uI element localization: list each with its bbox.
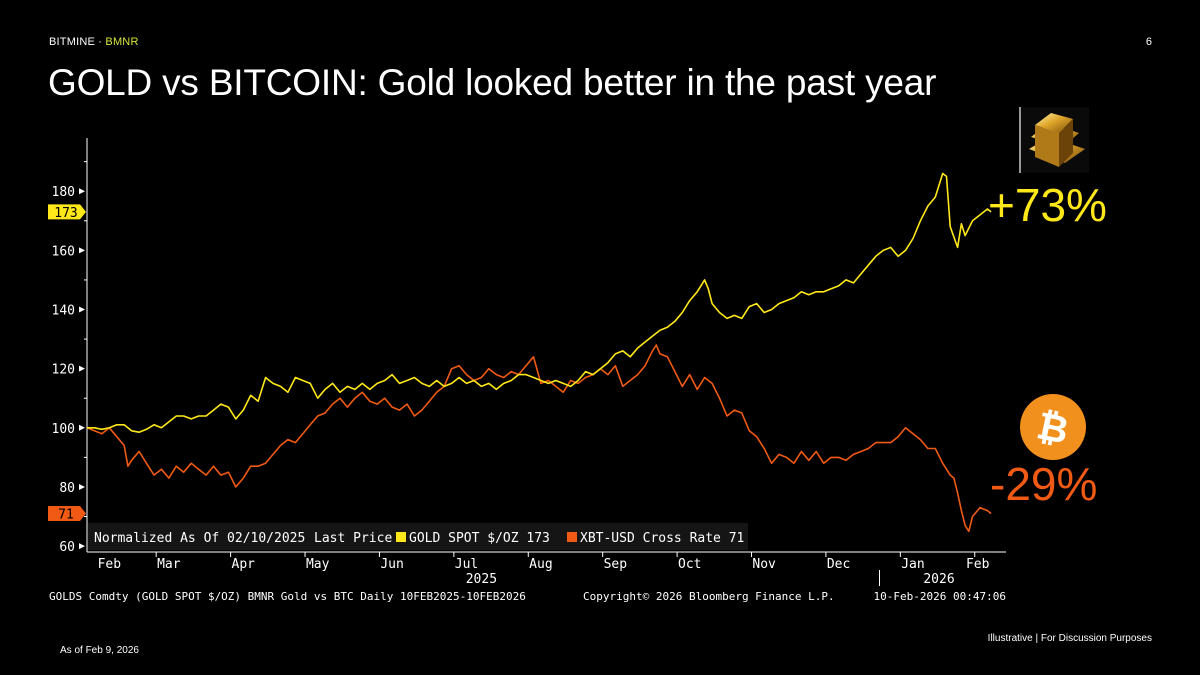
- x-tick-label: Dec: [827, 557, 850, 572]
- legend-btc-swatch: [567, 532, 577, 542]
- brand-ticker: BMNR: [105, 36, 139, 48]
- x-tick-label: Apr: [232, 557, 256, 572]
- btc-change-callout: -29%: [990, 458, 1098, 510]
- x-year-label: 2026: [923, 572, 954, 587]
- bloomberg-footer: GOLDS Comdty (GOLD SPOT $/OZ) BMNR Gold …: [49, 590, 1006, 603]
- y-tick-mark: [79, 247, 85, 254]
- y-tick-mark: [79, 365, 85, 372]
- x-tick-label: Feb: [98, 557, 122, 572]
- y-tick-label: 120: [52, 363, 75, 378]
- btc-last-value-label: 71: [58, 508, 74, 523]
- legend-btc-label: XBT-USD Cross Rate 71: [580, 531, 744, 546]
- brand-header: BITMINE · BMNR: [49, 36, 139, 48]
- x-year-label: 2025: [466, 572, 497, 587]
- y-tick-mark: [79, 188, 85, 195]
- x-tick-label: Aug: [529, 557, 552, 572]
- brand-separator: ·: [95, 36, 106, 48]
- x-tick-label: Nov: [752, 557, 776, 572]
- chart-axes: 60 80 100 120 140 160 180 Feb Mar Apr May Jun Jul Aug…: [52, 138, 1006, 587]
- x-tick-label: Sep: [604, 557, 628, 572]
- legend-gold-label: GOLD SPOT $/OZ 173: [409, 531, 550, 546]
- y-tick-label: 140: [52, 304, 75, 319]
- y-tick-label: 100: [52, 422, 75, 437]
- y-tick-label: 180: [52, 185, 75, 200]
- x-tick-label: Jul: [455, 557, 478, 572]
- disclaimer: Illustrative | For Discussion Purposes: [987, 633, 1152, 644]
- x-tick-label: Jan: [901, 557, 924, 572]
- y-tick-label: 60: [59, 540, 75, 555]
- y-tick-mark: [79, 543, 85, 550]
- y-tick-mark: [79, 424, 85, 431]
- page-number: 6: [1145, 36, 1152, 48]
- legend-price-label: Last Price: [314, 531, 392, 546]
- gold-bars-icon: [1019, 107, 1089, 173]
- gold-change-callout: +73%: [988, 179, 1107, 231]
- gold-last-value-tag: [48, 204, 86, 220]
- x-tick-label: May: [306, 557, 330, 572]
- x-tick-label: Oct: [678, 557, 701, 572]
- btc-last-value-tag: [48, 506, 86, 522]
- bloomberg-timestamp: 10-Feb-2026 00:47:06: [874, 590, 1006, 603]
- legend-background: [88, 523, 748, 550]
- bloomberg-copyright: Copyright© 2026 Bloomberg Finance L.P.: [583, 590, 835, 603]
- bitcoin-icon: ₿: [1019, 393, 1087, 461]
- y-tick-mark: [79, 306, 85, 313]
- chart-value-tags: 173 71: [48, 204, 86, 523]
- slide-title: GOLD vs BITCOIN: Gold looked better in t…: [48, 62, 937, 103]
- y-tick-label: 160: [52, 244, 75, 259]
- btc-series-line: [86, 344, 992, 533]
- gold-last-value-label: 173: [54, 206, 77, 221]
- bloomberg-source-line: GOLDS Comdty (GOLD SPOT $/OZ) BMNR Gold …: [49, 590, 526, 603]
- chart-series: [86, 172, 992, 533]
- legend-prefix: Normalized As Of 02/10/2025: [94, 531, 305, 546]
- chart-legend: Normalized As Of 02/10/2025 Last Price G…: [88, 523, 748, 550]
- y-tick-mark: [79, 483, 85, 490]
- x-tick-label: Jun: [380, 557, 403, 572]
- x-tick-label: Mar: [157, 557, 181, 572]
- legend-gold-swatch: [396, 532, 406, 542]
- gold-series-line: [87, 172, 992, 433]
- brand-name: BITMINE: [49, 36, 96, 48]
- y-tick-label: 80: [59, 481, 75, 496]
- x-tick-label: Feb: [966, 557, 990, 572]
- as-of-note: As of Feb 9, 2026: [60, 645, 139, 656]
